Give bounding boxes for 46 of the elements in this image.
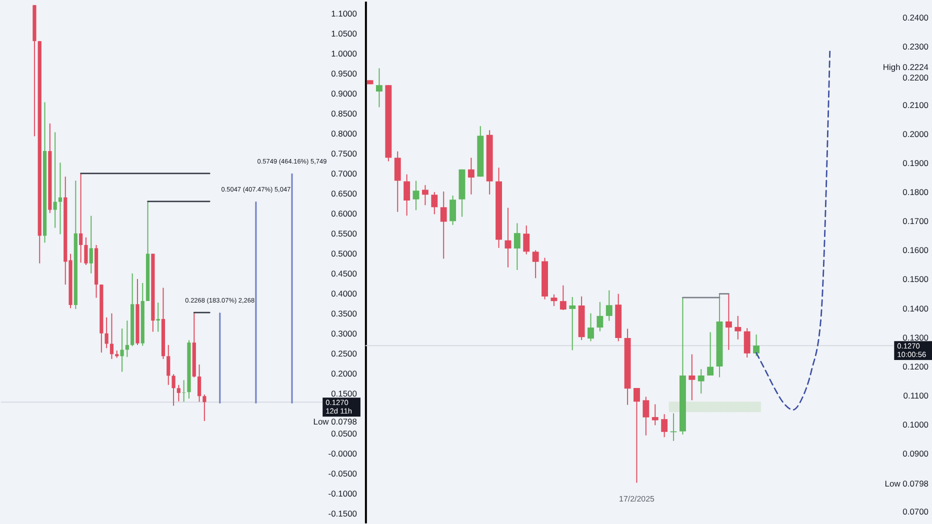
y-tick-label: 0.7000 <box>331 168 358 179</box>
y-tick-label: 0.8500 <box>331 108 358 119</box>
y-tick-label: 0.2400 <box>902 12 929 23</box>
y-tick-label: -0.0500 <box>328 468 358 478</box>
y-tick-label: 0.0500 <box>331 428 358 438</box>
y-tick-label: High 0.2224 <box>882 62 929 72</box>
y-tick-label: 0.2000 <box>902 128 929 139</box>
y-tick-label: 0.6000 <box>331 208 358 219</box>
y-tick-label: 0.3000 <box>331 328 358 338</box>
y-tick-label: 0.1500 <box>902 274 929 284</box>
y-tick-label: 0.1900 <box>902 158 929 168</box>
y-tick-label: Low 0.0798 <box>313 416 358 426</box>
y-tick-label: 0.7500 <box>331 148 358 159</box>
y-tick-label: 0.1600 <box>902 245 929 256</box>
y-tick-label: 0.1300 <box>902 332 929 342</box>
y-tick-label: 0.1700 <box>902 216 929 226</box>
y-tick-label: 1.1000 <box>331 8 358 19</box>
y-tick-label: 0.2300 <box>902 42 929 52</box>
y-tick-label: 1.0500 <box>331 28 358 39</box>
y-tick-label: 0.1500 <box>331 388 358 398</box>
y-tick-label: 0.8000 <box>331 128 358 139</box>
y-tick-label: 0.0700 <box>902 506 929 517</box>
y-tick-label: -0.0000 <box>328 448 358 458</box>
y-tick-label: 0.4500 <box>331 268 358 278</box>
y-tick-label: Low 0.0798 <box>884 478 929 488</box>
y-tick-label: 0.9500 <box>331 68 358 79</box>
y-tick-label: 0.5500 <box>331 228 358 238</box>
y-tick-label: 0.4000 <box>331 288 358 298</box>
y-tick-label: 0.0900 <box>902 448 929 459</box>
y-tick-label: 0.2000 <box>331 368 358 378</box>
y-tick-label: -0.1500 <box>328 508 358 518</box>
y-tick-label: 0.2100 <box>902 100 929 110</box>
y-tick-label: 0.2200 <box>902 72 929 82</box>
y-tick-label: 0.1000 <box>902 420 929 430</box>
y-tick-label: -0.1000 <box>328 488 358 498</box>
y-tick-label: 0.5000 <box>331 248 358 258</box>
y-tick-label: 0.1100 <box>903 390 929 400</box>
y-tick-label: 0.1200 <box>902 361 929 372</box>
y-tick-label: 0.6500 <box>331 188 358 199</box>
y-tick-label: 0.9000 <box>331 88 358 99</box>
y-tick-label: 1.0000 <box>331 48 358 59</box>
y-tick-label: 0.1800 <box>902 186 929 197</box>
y-tick-label: 0.1400 <box>902 303 929 314</box>
y-tick-label: 0.3500 <box>331 308 358 318</box>
x-tick-label: 17/2/2025 <box>619 494 656 504</box>
y-tick-label: 0.2500 <box>331 348 358 358</box>
